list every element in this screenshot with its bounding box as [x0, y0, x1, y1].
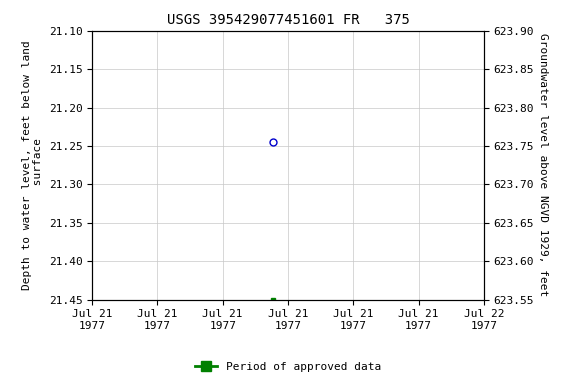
Title: USGS 395429077451601 FR   375: USGS 395429077451601 FR 375	[166, 13, 410, 27]
Y-axis label: Groundwater level above NGVD 1929, feet: Groundwater level above NGVD 1929, feet	[538, 33, 548, 297]
Legend: Period of approved data: Period of approved data	[191, 358, 385, 377]
Y-axis label: Depth to water level, feet below land
 surface: Depth to water level, feet below land su…	[21, 40, 43, 290]
